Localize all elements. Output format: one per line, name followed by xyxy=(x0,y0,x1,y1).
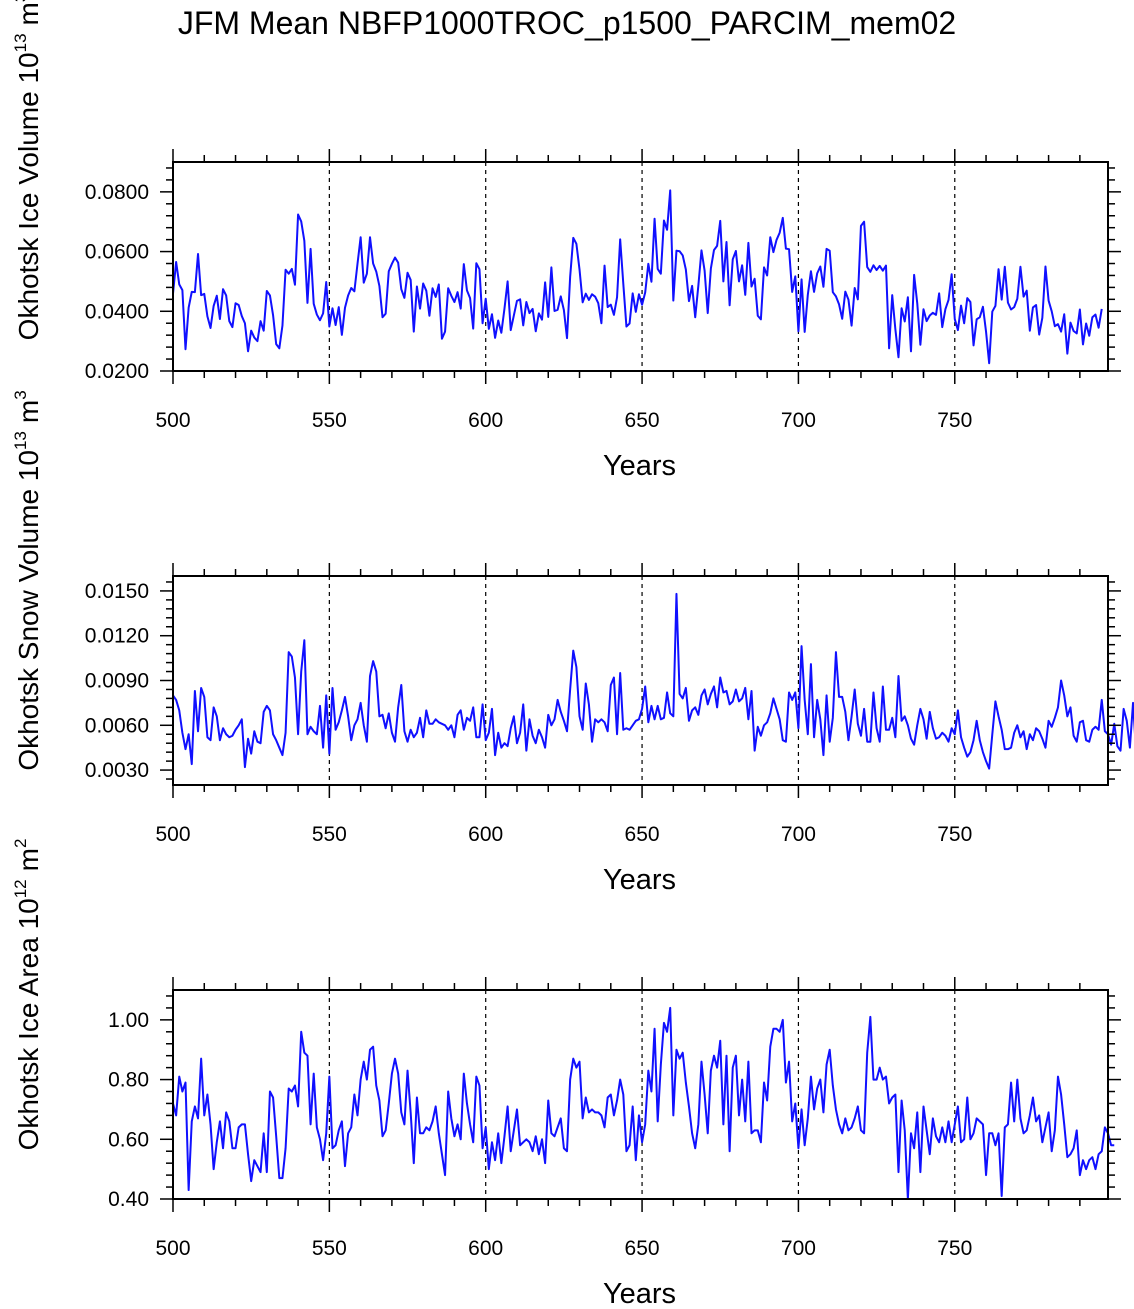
plot-frame xyxy=(172,989,1109,1200)
y-tick-label: 0.0200 xyxy=(85,360,149,383)
x-tick-label: 750 xyxy=(937,823,972,846)
y-tick-label: 0.40 xyxy=(108,1188,149,1211)
series-line-ice-volume xyxy=(172,189,1103,365)
y-axis-label-text: Okhotsk Ice Area 10 xyxy=(13,898,44,1150)
y-tick-label: 0.0800 xyxy=(85,181,149,204)
x-tick-label: 550 xyxy=(312,409,347,432)
x-tick-label: 500 xyxy=(155,409,190,432)
x-tick-label: 600 xyxy=(468,823,503,846)
x-tick-label: 750 xyxy=(937,409,972,432)
y-axis-label: Okhotsk Ice Area 1012 m2 xyxy=(11,839,44,1151)
y-tick-label: 0.0400 xyxy=(85,300,149,323)
y-tick-label: 0.0120 xyxy=(85,625,149,648)
y-tick-label: 1.00 xyxy=(108,1009,149,1032)
figure-title: JFM Mean NBFP1000TROC_p1500_PARCIM_mem02 xyxy=(178,5,956,41)
x-tick-label: 500 xyxy=(155,823,190,846)
y-axis-label-exponent: 13 xyxy=(11,33,30,52)
chart-panel-snow-volume: 500 550 600 650 700 750 0.0030 0.0060 0.0090 0.01… xyxy=(11,390,1134,896)
y-tick-label: 0.0150 xyxy=(85,580,149,603)
y-axis-label-unit: m xyxy=(13,848,44,871)
y-tick-label: 0.0030 xyxy=(85,759,149,782)
y-axis-label-text: Okhotsk Snow Volume 10 xyxy=(13,450,44,771)
series-line-ice-area xyxy=(172,1006,1115,1200)
x-tick-label: 650 xyxy=(625,409,660,432)
y-tick-label: 0.0600 xyxy=(85,241,149,264)
y-axis-label-unit-exponent: 3 xyxy=(11,390,30,399)
x-tick-label: 650 xyxy=(625,1237,660,1260)
x-axis-label: Years xyxy=(603,1278,676,1309)
x-axis-label: Years xyxy=(603,450,676,482)
chart-panel-ice-area: 500 550 600 650 700 750 0.40 0.60 0.80 1.00 Years O… xyxy=(11,839,1121,1309)
y-tick-label: 0.0060 xyxy=(85,714,149,737)
y-axis-label: Okhotsk Snow Volume 1013 m3 xyxy=(11,390,44,770)
y-axis-label-exponent: 13 xyxy=(11,431,30,450)
x-axis-label: Years xyxy=(603,864,676,896)
y-axis-label-unit: m xyxy=(13,2,44,25)
y-tick-label: 0.60 xyxy=(108,1128,149,1151)
x-tick-label: 700 xyxy=(781,1237,816,1260)
y-axis-label-text: Okhotsk Ice Volume 10 xyxy=(13,52,44,340)
x-tick-label: 650 xyxy=(625,823,660,846)
chart-panel-ice-volume: 500 550 600 650 700 750 0.0200 0.0400 0.0600 0.08… xyxy=(11,0,1121,482)
x-tick-label: 550 xyxy=(312,823,347,846)
x-tick-label: 500 xyxy=(155,1237,190,1260)
y-tick-label: 0.80 xyxy=(108,1069,149,1092)
x-tick-label: 750 xyxy=(937,1237,972,1260)
series-line-snow-volume xyxy=(172,592,1134,770)
x-tick-label: 600 xyxy=(468,1237,503,1260)
y-axis-label-unit-exponent: 2 xyxy=(11,839,30,848)
x-tick-label: 600 xyxy=(468,409,503,432)
plot-frame xyxy=(172,575,1109,786)
y-tick-label: 0.0090 xyxy=(85,670,149,693)
plot-frame xyxy=(172,161,1109,372)
y-axis-label-unit: m xyxy=(13,400,44,423)
y-axis-label-unit-exponent: 3 xyxy=(11,0,30,2)
x-tick-label: 700 xyxy=(781,409,816,432)
y-axis-label: Okhotsk Ice Volume 1013 m3 xyxy=(11,0,44,340)
x-tick-label: 700 xyxy=(781,823,816,846)
x-tick-label: 550 xyxy=(312,1237,347,1260)
y-axis-label-exponent: 12 xyxy=(11,879,30,898)
